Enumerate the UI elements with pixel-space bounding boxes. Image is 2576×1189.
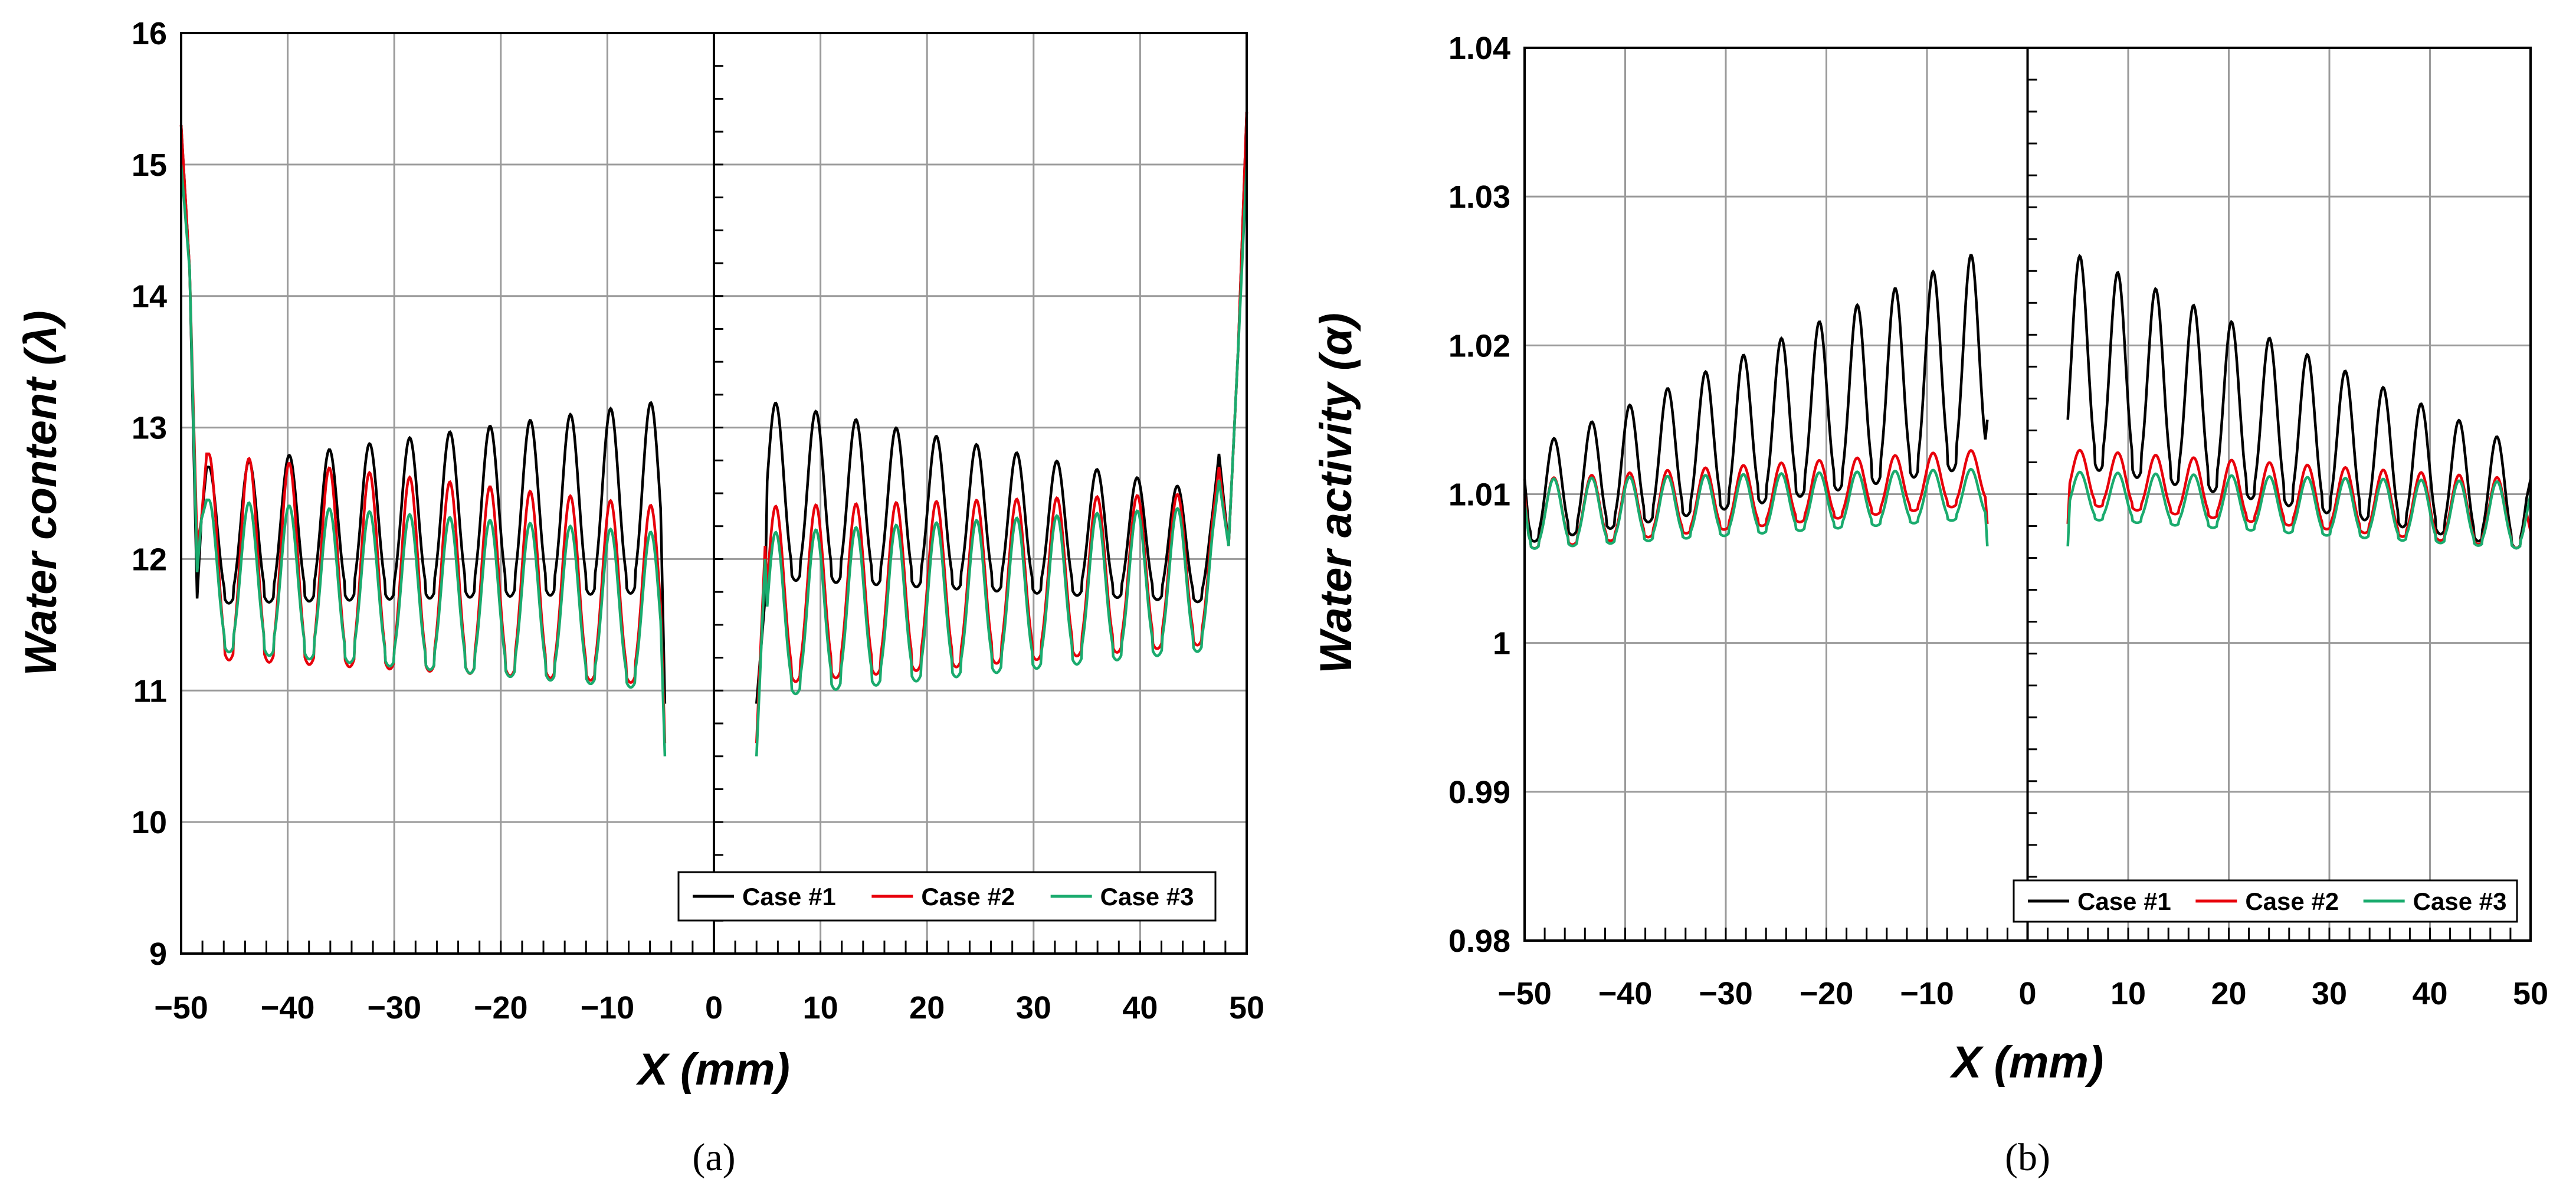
- x-axis-title: X (mm): [1949, 1037, 2104, 1088]
- series-1-line-right: [2066, 254, 2532, 550]
- legend-label-2: Case #2: [921, 883, 1015, 910]
- x-tick-label: 0: [2018, 976, 2036, 1011]
- x-tick-label: −50: [1497, 976, 1552, 1011]
- x-tick-label: −20: [1800, 976, 1854, 1011]
- y-tick-label: 15: [132, 148, 167, 183]
- plot-frame: [180, 32, 1248, 955]
- series-3-line-left: [1523, 468, 1989, 550]
- series-3-line-left: [179, 164, 667, 756]
- x-tick-label: 10: [2110, 976, 2146, 1011]
- x-tick-label: −30: [367, 990, 421, 1026]
- legend-label-1: Case #1: [2077, 887, 2171, 915]
- series-3-line-right: [2066, 470, 2532, 550]
- panel-caption: (a): [692, 1136, 735, 1179]
- legend: Case #1 Case #2 Case #3: [2013, 879, 2518, 923]
- series-3: [1523, 468, 2532, 550]
- y-tick-label: 16: [132, 16, 167, 51]
- y-tick-label: 0.99: [1448, 775, 1510, 810]
- x-tick-label: 30: [2312, 976, 2347, 1011]
- y-tick-label: 9: [149, 936, 167, 972]
- legend-box: [677, 871, 1217, 922]
- x-tick-label: 30: [1016, 990, 1051, 1026]
- x-tick-label: −30: [1699, 976, 1753, 1011]
- x-tick-label: 20: [2211, 976, 2246, 1011]
- y-axis-title: Water activity (α): [1311, 313, 1361, 674]
- series-3-line-right: [755, 164, 1248, 756]
- x-tick-label: 50: [1229, 990, 1264, 1026]
- x-tick-label: −20: [474, 990, 528, 1026]
- x-tick-label: −10: [581, 990, 635, 1026]
- x-tick-label: 10: [803, 990, 838, 1026]
- chart-panel-b: −50 −40 −30 −20 −10 0 10 20 30 40 50 0.98 0.99 1 1.01 1…: [1311, 31, 2548, 1179]
- series-1: [179, 112, 1248, 704]
- y-axis-title: Water content (λ): [16, 310, 66, 676]
- legend-box: [2013, 879, 2518, 923]
- y-tick-label: 1.01: [1448, 477, 1510, 513]
- x-tick-label: −40: [1598, 976, 1653, 1011]
- legend: Case #1 Case #2 Case #3: [677, 871, 1217, 922]
- y-tick-label: 12: [132, 542, 167, 577]
- y-tick-label: 13: [132, 411, 167, 446]
- series-1-line-left: [179, 125, 667, 704]
- legend-label-3: Case #3: [1100, 883, 1194, 910]
- series-1: [1523, 254, 2532, 550]
- y-tick-label: 10: [132, 805, 167, 840]
- chart-panel-a: −50 −40 −30 −20 −10 0 10 20 30 40 50 9 10 11 12 13 14 15 1…: [16, 16, 1264, 1179]
- legend-label-1: Case #1: [742, 883, 836, 910]
- series-3: [179, 164, 1248, 756]
- x-tick-label: 40: [1122, 990, 1158, 1026]
- y-tick-label: 1: [1493, 626, 1510, 661]
- x-tick-label: 0: [705, 990, 723, 1026]
- x-tick-label: −10: [1900, 976, 1954, 1011]
- x-tick-label: 50: [2513, 976, 2548, 1011]
- y-tick-label: 0.98: [1448, 923, 1510, 959]
- panel-caption: (b): [2005, 1136, 2050, 1179]
- y-tick-label: 11: [133, 673, 167, 709]
- x-tick-label: 20: [909, 990, 945, 1026]
- x-tick-label: 40: [2412, 976, 2447, 1011]
- series-1-line-right: [755, 112, 1248, 704]
- y-tick-label: 14: [132, 279, 167, 315]
- series-1-line-left: [1523, 254, 1989, 543]
- y-tick-label: 1.04: [1448, 31, 1510, 66]
- y-tick-label: 1.03: [1448, 179, 1510, 215]
- x-tick-label: −40: [261, 990, 315, 1026]
- legend-label-2: Case #2: [2245, 887, 2339, 915]
- x-axis-title: X (mm): [635, 1044, 790, 1095]
- legend-label-3: Case #3: [2413, 887, 2507, 915]
- y-tick-label: 1.02: [1448, 328, 1510, 363]
- plot-frame: [1523, 47, 2532, 942]
- x-tick-label: −50: [154, 990, 208, 1026]
